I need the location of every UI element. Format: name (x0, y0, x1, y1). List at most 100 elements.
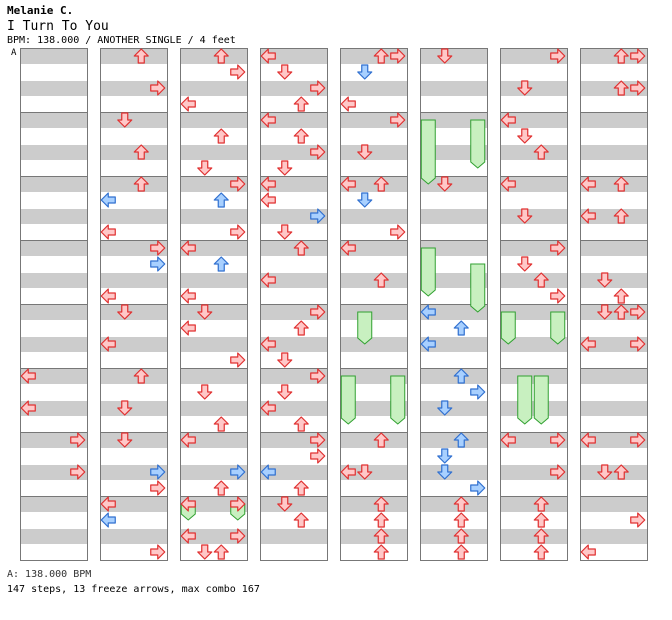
beat-stripe (180, 305, 248, 320)
left-arrow-icon (260, 192, 276, 208)
left-arrow-icon (580, 336, 596, 352)
left-arrow-icon (340, 464, 356, 480)
down-arrow-icon (197, 544, 213, 560)
beat-stripe (340, 209, 408, 224)
beat-stripe (580, 497, 648, 512)
up-arrow-icon (613, 288, 629, 304)
beat-stripe (180, 209, 248, 224)
beat-stripe (260, 113, 328, 128)
down-arrow-icon (357, 144, 373, 160)
right-arrow-icon (310, 144, 326, 160)
beat-stripe (20, 337, 88, 352)
down-arrow-icon (597, 272, 613, 288)
beat-stripe (20, 49, 88, 64)
freeze-arrow (550, 311, 566, 345)
up-arrow-icon (213, 48, 229, 64)
up-arrow-icon (453, 496, 469, 512)
left-arrow-icon (100, 496, 116, 512)
right-arrow-icon (150, 480, 166, 496)
freeze-arrow (357, 311, 373, 345)
beat-stripe (500, 113, 568, 128)
left-arrow-icon (420, 304, 436, 320)
left-arrow-icon (180, 320, 196, 336)
up-arrow-icon (453, 368, 469, 384)
right-arrow-icon (310, 304, 326, 320)
up-arrow-icon (213, 128, 229, 144)
track-border (500, 48, 568, 561)
beat-stripe (260, 273, 328, 288)
beat-stripe (260, 337, 328, 352)
freeze-arrow (517, 375, 533, 425)
beat-stripe (100, 497, 168, 512)
beat-stripe (340, 337, 408, 352)
bpm-summary: A: 138.000 BPM (7, 569, 92, 580)
left-arrow-icon (500, 112, 516, 128)
beat-stripe (260, 177, 328, 192)
up-arrow-icon (533, 528, 549, 544)
track-border (20, 48, 88, 561)
beat-stripe (20, 81, 88, 96)
beat-stripe (180, 433, 248, 448)
down-arrow-icon (437, 448, 453, 464)
right-arrow-icon (630, 48, 646, 64)
up-arrow-icon (453, 320, 469, 336)
up-arrow-icon (613, 208, 629, 224)
beat-stripe (20, 529, 88, 544)
right-arrow-icon (390, 112, 406, 128)
freeze-arrow (500, 311, 516, 345)
beat-stripe (180, 337, 248, 352)
up-arrow-icon (533, 144, 549, 160)
left-arrow-icon (20, 400, 36, 416)
beat-stripe (20, 209, 88, 224)
down-arrow-icon (117, 400, 133, 416)
right-arrow-icon (390, 48, 406, 64)
down-arrow-icon (197, 304, 213, 320)
down-arrow-icon (357, 64, 373, 80)
right-arrow-icon (150, 240, 166, 256)
down-arrow-icon (437, 48, 453, 64)
left-arrow-icon (580, 176, 596, 192)
up-arrow-icon (613, 176, 629, 192)
freeze-arrow (420, 247, 436, 297)
left-arrow-icon (180, 288, 196, 304)
right-arrow-icon (150, 544, 166, 560)
beat-stripe (20, 305, 88, 320)
down-arrow-icon (197, 384, 213, 400)
up-arrow-icon (213, 192, 229, 208)
up-arrow-icon (453, 528, 469, 544)
up-arrow-icon (133, 144, 149, 160)
beat-stripe (420, 465, 488, 480)
up-arrow-icon (613, 48, 629, 64)
left-arrow-icon (180, 496, 196, 512)
up-arrow-icon (373, 512, 389, 528)
beat-stripe (420, 305, 488, 320)
left-arrow-icon (580, 544, 596, 560)
beat-stripe (580, 273, 648, 288)
left-arrow-icon (260, 400, 276, 416)
left-arrow-icon (180, 432, 196, 448)
up-arrow-icon (293, 320, 309, 336)
beat-stripe (420, 81, 488, 96)
track-border (340, 48, 408, 561)
left-arrow-icon (340, 176, 356, 192)
down-arrow-icon (597, 304, 613, 320)
left-arrow-icon (180, 528, 196, 544)
beat-stripe (420, 401, 488, 416)
right-arrow-icon (310, 208, 326, 224)
beat-stripe (260, 465, 328, 480)
track-border (420, 48, 488, 561)
beat-stripe (340, 305, 408, 320)
up-arrow-icon (373, 528, 389, 544)
up-arrow-icon (613, 80, 629, 96)
right-arrow-icon (630, 432, 646, 448)
beat-stripe (180, 113, 248, 128)
right-arrow-icon (630, 80, 646, 96)
beat-stripe (420, 241, 488, 256)
beat-stripe (260, 49, 328, 64)
right-arrow-icon (550, 48, 566, 64)
up-arrow-icon (373, 496, 389, 512)
up-arrow-icon (373, 176, 389, 192)
up-arrow-icon (293, 128, 309, 144)
left-arrow-icon (180, 240, 196, 256)
beat-stripe (420, 177, 488, 192)
